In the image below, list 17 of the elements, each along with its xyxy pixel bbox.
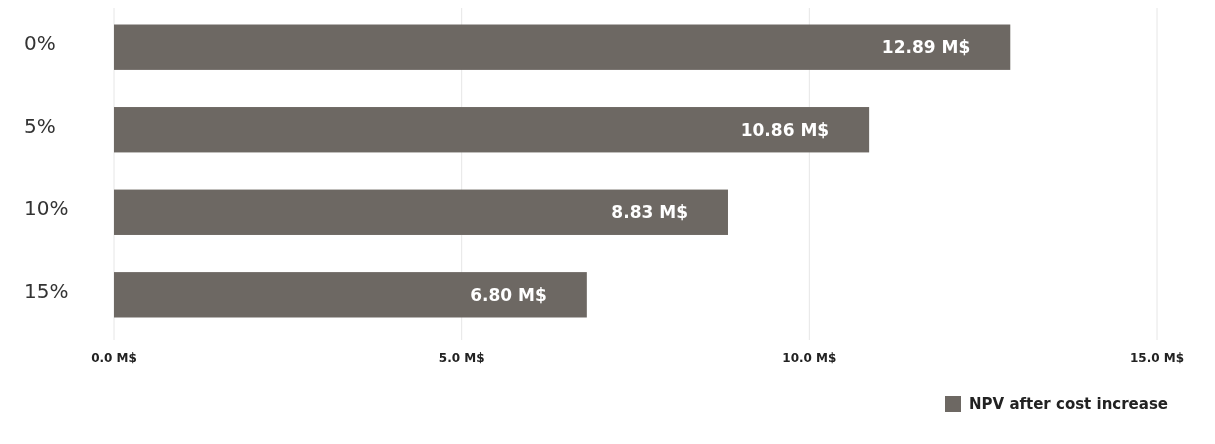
y-tick-label: 5% — [24, 113, 56, 138]
y-tick-label: 15% — [24, 278, 69, 303]
data-label: 8.83 M$ — [611, 202, 688, 223]
y-tick-label: 10% — [24, 196, 69, 221]
x-tick-label: 5.0 M$ — [438, 351, 485, 365]
legend-label: NPV after cost increase — [969, 395, 1169, 414]
bar — [114, 189, 728, 235]
data-label: 6.80 M$ — [470, 284, 547, 305]
y-tick-label: 0% — [24, 31, 56, 56]
data-label: 10.86 M$ — [740, 119, 830, 140]
x-tick-label: 0.0 M$ — [91, 351, 137, 365]
bar — [114, 24, 1011, 70]
data-label: 12.89 M$ — [881, 37, 971, 58]
x-tick-label: 15.0 M$ — [1129, 351, 1185, 365]
bar — [114, 107, 870, 153]
bar — [114, 272, 587, 318]
x-tick-label: 10.0 M$ — [782, 351, 837, 365]
